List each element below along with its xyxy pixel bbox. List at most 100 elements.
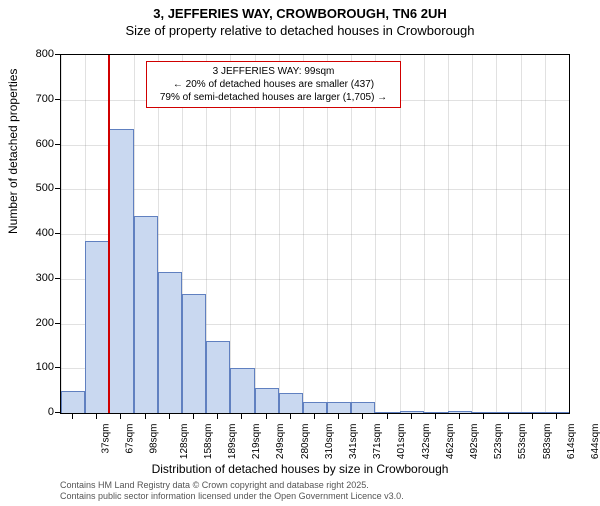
x-tick-mark xyxy=(290,414,291,419)
annotation-line3: 79% of semi-detached houses are larger (… xyxy=(153,91,394,104)
x-tick-label: 432sqm xyxy=(421,424,432,460)
histogram-bar xyxy=(303,402,327,413)
x-tick-mark xyxy=(169,414,170,419)
x-axis-label: Distribution of detached houses by size … xyxy=(0,462,600,476)
chart-title-sub: Size of property relative to detached ho… xyxy=(0,23,600,38)
histogram-bar xyxy=(134,216,158,413)
y-tick-label: 100 xyxy=(14,361,54,373)
y-tick-label: 300 xyxy=(14,272,54,284)
property-marker-line xyxy=(108,55,110,413)
y-tick-label: 500 xyxy=(14,182,54,194)
x-tick-mark xyxy=(362,414,363,419)
histogram-bar xyxy=(230,368,254,413)
x-tick-mark xyxy=(338,414,339,419)
histogram-bar xyxy=(85,241,109,413)
chart-plot-area: 3 JEFFERIES WAY: 99sqm ← 20% of detached… xyxy=(60,54,570,414)
y-tick-label: 700 xyxy=(14,93,54,105)
x-tick-label: 583sqm xyxy=(542,424,553,460)
x-tick-mark xyxy=(241,414,242,419)
x-tick-label: 371sqm xyxy=(372,424,383,460)
x-tick-mark xyxy=(435,414,436,419)
x-tick-label: 189sqm xyxy=(227,424,238,460)
x-tick-label: 67sqm xyxy=(125,424,136,454)
y-tick-label: 400 xyxy=(14,227,54,239)
histogram-bar xyxy=(182,294,206,413)
footer-attribution: Contains HM Land Registry data © Crown c… xyxy=(60,480,404,502)
y-tick-label: 800 xyxy=(14,48,54,60)
x-tick-label: 614sqm xyxy=(566,424,577,460)
gridline-vertical xyxy=(351,55,352,413)
x-tick-mark xyxy=(459,414,460,419)
histogram-bar xyxy=(109,129,133,413)
x-tick-label: 310sqm xyxy=(324,424,335,460)
gridline-vertical xyxy=(255,55,256,413)
gridline-vertical xyxy=(375,55,376,413)
x-tick-label: 98sqm xyxy=(149,424,160,454)
x-tick-mark xyxy=(120,414,121,419)
histogram-bar xyxy=(158,272,182,413)
x-tick-label: 462sqm xyxy=(445,424,456,460)
x-tick-label: 158sqm xyxy=(203,424,214,460)
x-tick-mark xyxy=(483,414,484,419)
histogram-bar xyxy=(496,412,520,413)
histogram-bar xyxy=(400,411,424,413)
x-tick-mark xyxy=(193,414,194,419)
x-tick-label: 128sqm xyxy=(179,424,190,460)
histogram-bar xyxy=(375,412,399,413)
gridline-vertical xyxy=(448,55,449,413)
x-tick-mark xyxy=(387,414,388,419)
gridline-horizontal xyxy=(61,145,569,146)
gridline-vertical xyxy=(303,55,304,413)
x-tick-mark xyxy=(556,414,557,419)
footer-line1: Contains HM Land Registry data © Crown c… xyxy=(60,480,404,491)
x-tick-label: 644sqm xyxy=(590,424,600,460)
histogram-bar xyxy=(279,393,303,413)
x-tick-label: 219sqm xyxy=(251,424,262,460)
x-tick-mark xyxy=(532,414,533,419)
gridline-vertical xyxy=(521,55,522,413)
histogram-bar xyxy=(327,402,351,413)
chart-title-main: 3, JEFFERIES WAY, CROWBOROUGH, TN6 2UH xyxy=(0,6,600,21)
x-tick-label: 553sqm xyxy=(517,424,528,460)
y-tick-label: 0 xyxy=(14,406,54,418)
gridline-vertical xyxy=(279,55,280,413)
x-tick-mark xyxy=(266,414,267,419)
x-tick-label: 249sqm xyxy=(276,424,287,460)
x-tick-label: 401sqm xyxy=(396,424,407,460)
y-tick-label: 600 xyxy=(14,138,54,150)
x-tick-mark xyxy=(72,414,73,419)
x-tick-mark xyxy=(314,414,315,419)
gridline-vertical xyxy=(472,55,473,413)
x-tick-label: 280sqm xyxy=(300,424,311,460)
annotation-box: 3 JEFFERIES WAY: 99sqm ← 20% of detached… xyxy=(146,61,401,108)
histogram-bar xyxy=(424,412,448,413)
gridline-vertical xyxy=(545,55,546,413)
x-tick-label: 37sqm xyxy=(101,424,112,454)
y-tick-label: 200 xyxy=(14,317,54,329)
gridline-vertical xyxy=(496,55,497,413)
gridline-vertical xyxy=(400,55,401,413)
histogram-bar xyxy=(255,388,279,413)
annotation-line2: ← 20% of detached houses are smaller (43… xyxy=(153,78,394,91)
gridline-vertical xyxy=(327,55,328,413)
histogram-bar xyxy=(448,411,472,413)
gridline-horizontal xyxy=(61,189,569,190)
histogram-bar xyxy=(61,391,85,413)
histogram-bar xyxy=(351,402,375,413)
x-tick-label: 341sqm xyxy=(348,424,359,460)
histogram-bar xyxy=(521,412,545,413)
x-tick-mark xyxy=(145,414,146,419)
histogram-bar xyxy=(472,412,496,413)
gridline-vertical xyxy=(424,55,425,413)
annotation-line1: 3 JEFFERIES WAY: 99sqm xyxy=(153,65,394,78)
histogram-bar xyxy=(206,341,230,413)
gridline-vertical xyxy=(230,55,231,413)
x-tick-label: 523sqm xyxy=(493,424,504,460)
x-tick-mark xyxy=(217,414,218,419)
x-tick-mark xyxy=(411,414,412,419)
x-tick-mark xyxy=(508,414,509,419)
x-tick-label: 492sqm xyxy=(469,424,480,460)
histogram-bar xyxy=(545,412,569,413)
gridline-vertical xyxy=(61,55,62,413)
x-tick-mark xyxy=(96,414,97,419)
